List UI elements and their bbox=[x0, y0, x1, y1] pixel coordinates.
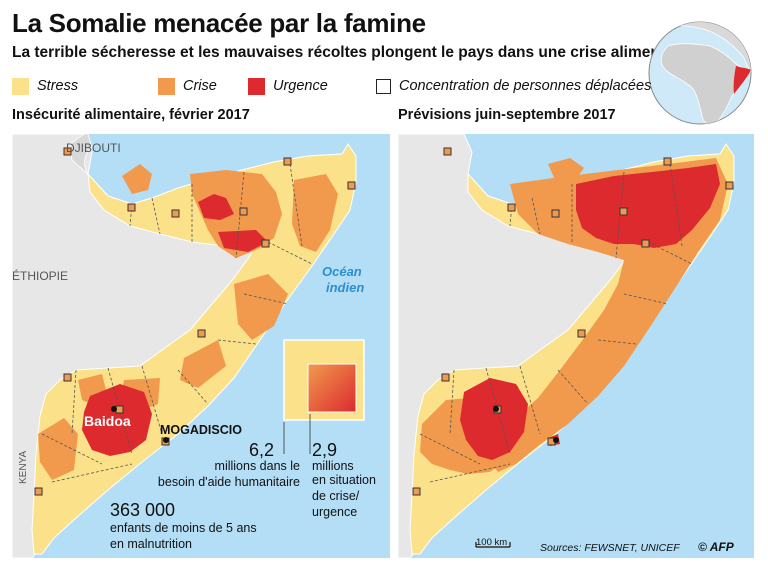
page-title: La Somalie menacée par la famine bbox=[12, 8, 426, 38]
right-map-title: Prévisions juin-septembre 2017 bbox=[398, 107, 616, 123]
stat-crisis-text-4: urgence bbox=[312, 505, 357, 519]
scale-bar: 100 km bbox=[475, 537, 511, 548]
displaced-marker bbox=[261, 239, 270, 248]
page-subtitle: La terrible sécheresse et les mauvaises … bbox=[12, 44, 693, 61]
displaced-marker bbox=[115, 405, 124, 414]
legend-swatch-stress bbox=[12, 77, 29, 95]
legend-swatch-displaced bbox=[376, 78, 391, 94]
displaced-marker bbox=[725, 181, 734, 190]
stat-humanitarian-value: 6,2 bbox=[249, 440, 274, 460]
legend-crise: Crise bbox=[158, 76, 217, 96]
legend-stress: Stress bbox=[12, 76, 78, 96]
label-baidoa: Baidoa bbox=[84, 413, 131, 429]
label-mogadiscio: MOGADISCIO bbox=[160, 423, 242, 437]
urgence-north-1 bbox=[198, 194, 234, 220]
displaced-marker bbox=[412, 487, 421, 496]
stat-humanitarian-text-1: millions dans le bbox=[215, 459, 301, 473]
displaced-marker bbox=[197, 329, 206, 338]
afp-credit: © AFP bbox=[698, 540, 735, 554]
crise-central-1 bbox=[234, 274, 288, 340]
displaced-marker bbox=[239, 207, 248, 216]
label-ocean: Océan bbox=[322, 264, 362, 279]
displaced-marker bbox=[347, 181, 356, 190]
crise-south-3 bbox=[38, 418, 78, 480]
label-djibouti: DJIBOUTI bbox=[66, 141, 121, 155]
displaced-marker bbox=[441, 373, 450, 382]
urgence-north-2 bbox=[218, 230, 268, 252]
stat-box-inner bbox=[307, 363, 357, 413]
left-map: DJIBOUTI ÉTHIOPIE KENYA Océan indien Bai… bbox=[12, 134, 390, 558]
label-kenya: KENYA bbox=[18, 451, 29, 484]
right-map: 100 km Sources: FEWSNET, UNICEF © AFP bbox=[398, 134, 754, 558]
legend-displaced: Concentration de personnes déplacées bbox=[376, 76, 651, 96]
stat-crisis-value: 2,9 bbox=[312, 440, 337, 460]
legend-label-stress: Stress bbox=[37, 78, 79, 94]
displaced-marker bbox=[34, 487, 43, 496]
crise-central-2 bbox=[180, 340, 226, 388]
sources: Sources: FEWSNET, UNICEF bbox=[540, 542, 680, 554]
globe-inset bbox=[648, 21, 752, 125]
stat-crisis-text-1: millions bbox=[312, 459, 354, 473]
legend-urgence: Urgence bbox=[248, 76, 328, 96]
displaced-marker bbox=[619, 207, 628, 216]
baidoa-dot bbox=[111, 406, 117, 412]
legend-label-urgence: Urgence bbox=[273, 78, 328, 94]
displaced-marker bbox=[507, 203, 516, 212]
label-ethiopie: ÉTHIOPIE bbox=[12, 268, 68, 283]
urgence-north bbox=[576, 164, 720, 248]
stat-crisis-text-3: de crise/ bbox=[312, 489, 360, 503]
region-borders bbox=[419, 163, 693, 483]
stat-crisis-text-2: en situation bbox=[312, 473, 376, 487]
scale-label: 100 km bbox=[476, 537, 507, 548]
crise-northwest bbox=[122, 164, 152, 194]
displaced-marker bbox=[283, 157, 292, 166]
displaced-marker bbox=[641, 239, 650, 248]
displaced-marker bbox=[63, 373, 72, 382]
legend-label-displaced: Concentration de personnes déplacées bbox=[399, 78, 652, 94]
displaced-marker bbox=[63, 147, 72, 156]
legend-label-crise: Crise bbox=[183, 78, 217, 94]
displaced-marker bbox=[443, 147, 452, 156]
djibouti-land bbox=[69, 134, 93, 175]
legend-swatch-urgence bbox=[248, 77, 265, 95]
crise-northwest bbox=[548, 158, 584, 182]
legend-swatch-crise bbox=[158, 77, 175, 95]
stat-humanitarian-text-2: besoin d'aide humanitaire bbox=[158, 475, 300, 489]
left-map-title: Insécurité alimentaire, février 2017 bbox=[12, 107, 250, 123]
region-borders bbox=[41, 163, 313, 483]
mogadiscio-dot bbox=[553, 437, 559, 443]
mogadiscio-dot bbox=[163, 437, 169, 443]
stat-children-text-1: enfants de moins de 5 ans bbox=[110, 521, 257, 535]
displaced-marker bbox=[171, 209, 180, 218]
label-indien: indien bbox=[326, 280, 364, 295]
crise-northeast bbox=[292, 174, 338, 252]
urgence-baidoa bbox=[82, 384, 152, 456]
displaced-marker bbox=[577, 329, 586, 338]
baidoa-dot bbox=[493, 406, 499, 412]
displaced-marker bbox=[551, 209, 560, 218]
urgence-baidoa bbox=[460, 378, 528, 460]
displaced-marker bbox=[663, 157, 672, 166]
displaced-marker bbox=[127, 203, 136, 212]
stat-children-value: 363 000 bbox=[110, 500, 175, 520]
stat-children-text-2: en malnutrition bbox=[110, 537, 192, 551]
